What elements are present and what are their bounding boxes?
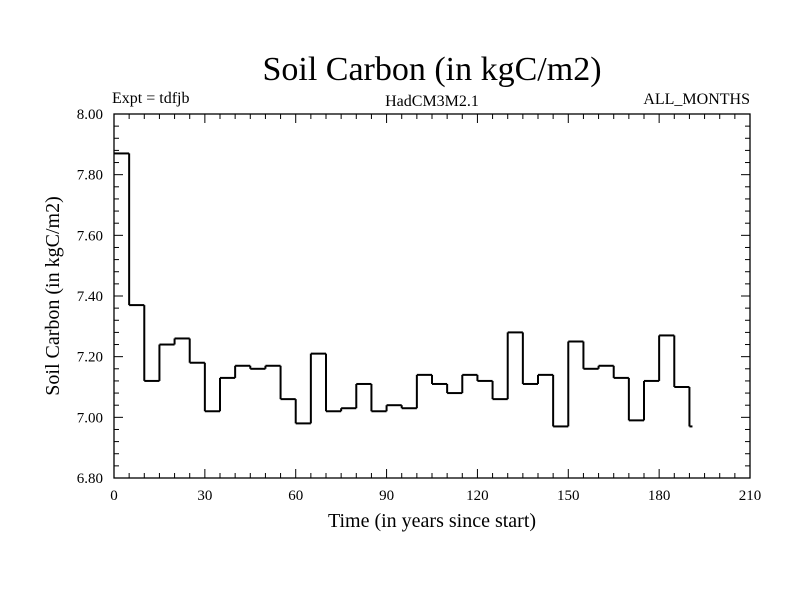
y-tick-label: 7.40 xyxy=(77,289,103,305)
x-tick-label: 60 xyxy=(288,488,303,504)
chart-title: Soil Carbon (in kgC/m2) xyxy=(262,51,601,88)
y-tick-label: 7.00 xyxy=(77,410,103,426)
subtitle-left: Expt = tdfjb xyxy=(112,90,189,107)
x-tick-label: 30 xyxy=(197,488,212,504)
x-tick-labels: 0 30 60 90 120 150 180 210 xyxy=(110,488,761,504)
y-tick-label: 7.60 xyxy=(77,228,103,244)
x-tick-label: 150 xyxy=(557,488,580,504)
x-tick-label: 90 xyxy=(379,488,394,504)
x-axis-label: Time (in years since start) xyxy=(328,510,536,532)
axis-ticks xyxy=(113,113,751,479)
series-group xyxy=(114,152,693,428)
x-tick-label: 180 xyxy=(648,488,671,504)
x-tick-label: 210 xyxy=(739,488,762,504)
y-tick-label: 7.20 xyxy=(77,350,103,366)
subtitle-right: ALL_MONTHS xyxy=(643,91,750,108)
x-tick-label: 120 xyxy=(466,488,489,504)
y-tick-labels: 6.80 7.00 7.20 7.40 7.60 7.80 8.00 xyxy=(77,107,103,487)
x-tick-label: 0 xyxy=(110,488,118,504)
y-axis-label: Soil Carbon (in kgC/m2) xyxy=(42,196,64,395)
plot-frame xyxy=(113,113,751,479)
y-tick-label: 8.00 xyxy=(77,107,103,123)
subtitle-center: HadCM3M2.1 xyxy=(385,93,479,110)
y-tick-label: 6.80 xyxy=(77,471,103,487)
y-tick-label: 7.80 xyxy=(77,168,103,184)
